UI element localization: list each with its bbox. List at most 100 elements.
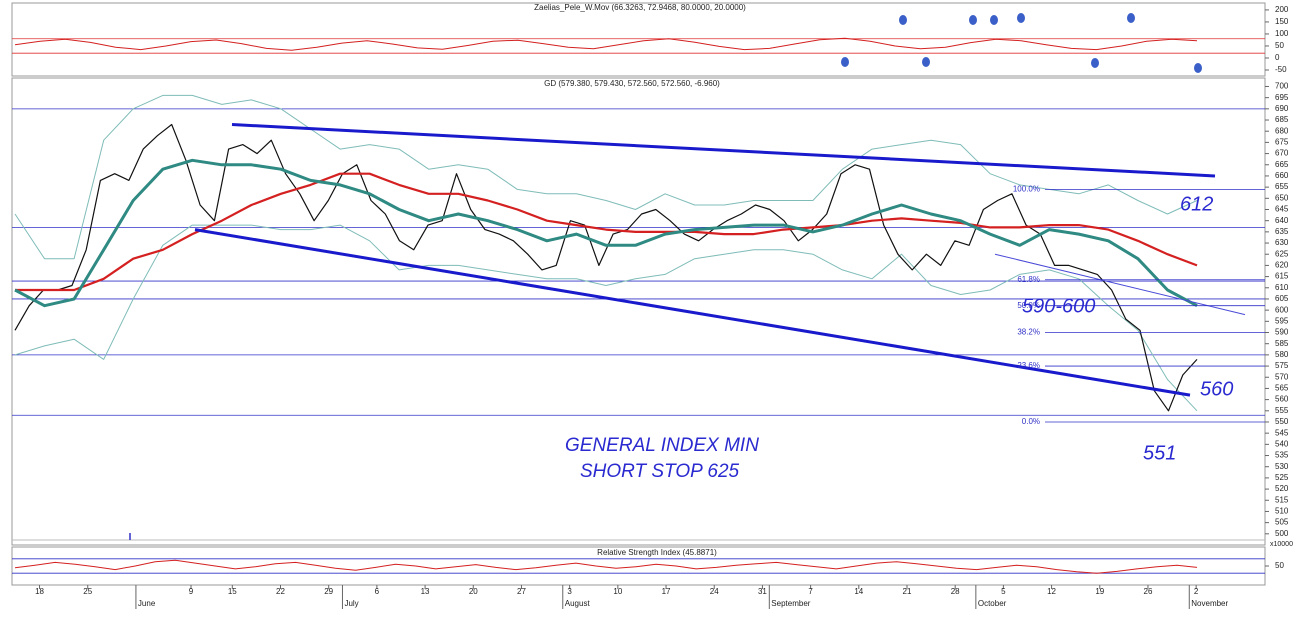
x-tick-label: 12	[1047, 587, 1056, 596]
y-tick-label: 605	[1275, 294, 1289, 303]
x-tick-label: 25	[83, 587, 92, 596]
month-label: June	[138, 599, 156, 608]
y-tick-label: 550	[1275, 417, 1289, 426]
y-tick-label: 660	[1275, 171, 1289, 180]
y-tick-label: 695	[1275, 93, 1289, 102]
annotation: GENERAL INDEX MIN	[565, 435, 759, 456]
y-tick-label: 680	[1275, 126, 1289, 135]
y-tick-label: 200	[1275, 5, 1289, 14]
fib-label: 38.2%	[1017, 328, 1040, 337]
y-tick-label: 520	[1275, 484, 1289, 493]
y-tick-label: 560	[1275, 395, 1289, 404]
y-tick-label: 600	[1275, 305, 1289, 314]
icon	[1091, 58, 1099, 68]
icon	[969, 15, 977, 25]
rsi-title: Relative Strength Index (45.8871)	[597, 548, 717, 557]
y-tick-label: 665	[1275, 160, 1289, 169]
fib-label: 0.0%	[1022, 417, 1040, 426]
y-tick-label: 575	[1275, 361, 1289, 370]
rsi-title-bg	[575, 548, 740, 558]
x-tick-label: 15	[228, 587, 237, 596]
y-tick-label: 565	[1275, 384, 1289, 393]
series-line	[14, 559, 1198, 574]
month-label: September	[771, 599, 810, 608]
price-panel	[11, 77, 1266, 546]
x-tick-label: 19	[1095, 587, 1104, 596]
oscillator-title: Zaelias_Pele_W.Mov (66.3263, 72.9468, 80…	[534, 3, 746, 12]
month-label: July	[344, 599, 358, 608]
y-tick-label: 650	[1275, 193, 1289, 202]
x-tick-label: 17	[662, 587, 671, 596]
annotation: SHORT STOP 625	[580, 461, 740, 482]
price-title: GD (579.380, 579.430, 572.560, 572.560, …	[544, 79, 720, 88]
trend-line	[194, 228, 1191, 397]
x-tick-label: 20	[469, 587, 478, 596]
y-tick-label: 595	[1275, 316, 1289, 325]
y-tick-label: 570	[1275, 372, 1289, 381]
y-tick-label: 670	[1275, 149, 1289, 158]
x-tick-label: 7	[808, 587, 813, 596]
annotation: 590-600	[1022, 295, 1095, 317]
x-tick-label: 10	[613, 587, 622, 596]
y-tick-label: 555	[1275, 406, 1289, 415]
icon	[922, 57, 930, 67]
y-tick-label: 100	[1275, 29, 1289, 38]
x-tick-label: 27	[517, 587, 526, 596]
month-label: October	[978, 599, 1007, 608]
y-tick-label: 545	[1275, 428, 1289, 437]
trend-line	[994, 253, 1246, 316]
fib-label: 50.0%	[1017, 301, 1040, 310]
volume-label: x10000	[1270, 541, 1293, 548]
x-tick-label: 21	[903, 587, 912, 596]
y-tick-label: 50	[1275, 561, 1284, 570]
y-tick-label: 540	[1275, 439, 1289, 448]
y-tick-label: 580	[1275, 350, 1289, 359]
x-tick-label: 28	[951, 587, 960, 596]
fib-label: 100.0%	[1013, 184, 1040, 193]
y-tick-label: 630	[1275, 238, 1289, 247]
y-tick-label: 500	[1275, 529, 1289, 538]
month-label: August	[565, 599, 591, 608]
y-tick-label: 590	[1275, 328, 1289, 337]
y-tick-label: 625	[1275, 249, 1289, 258]
x-tick-label: 13	[421, 587, 430, 596]
y-tick-label: 505	[1275, 518, 1289, 527]
month-label: November	[1191, 599, 1228, 608]
x-tick-label: 22	[276, 587, 285, 596]
icon	[1127, 13, 1135, 23]
x-tick-label: 24	[710, 587, 719, 596]
y-tick-label: 535	[1275, 451, 1289, 460]
y-tick-label: 585	[1275, 339, 1289, 348]
y-tick-label: 150	[1275, 17, 1289, 26]
y-tick-label: 675	[1275, 138, 1289, 147]
trend-line	[231, 122, 1216, 178]
y-tick-label: 655	[1275, 182, 1289, 191]
y-tick-label: 50	[1275, 41, 1284, 50]
icon	[841, 57, 849, 67]
y-tick-label: 0	[1275, 53, 1280, 62]
y-tick-label: 510	[1275, 507, 1289, 516]
series-line	[14, 37, 1198, 51]
x-tick-label: 6	[375, 587, 380, 596]
x-tick-label: 18	[35, 587, 44, 596]
y-tick-label: 615	[1275, 272, 1289, 281]
y-tick-label: -50	[1275, 65, 1287, 74]
series-line	[14, 123, 1198, 412]
fib-label: 61.8%	[1017, 275, 1040, 284]
x-tick-label: 5	[1001, 587, 1006, 596]
y-tick-label: 530	[1275, 462, 1289, 471]
x-tick-label: 9	[189, 587, 194, 596]
icon	[990, 15, 998, 25]
y-tick-label: 515	[1275, 495, 1289, 504]
icons	[841, 13, 1202, 73]
y-tick-label: 685	[1275, 115, 1289, 124]
y-tick-label: 690	[1275, 104, 1289, 113]
annotation: 612	[1180, 193, 1213, 215]
icon	[1017, 13, 1025, 23]
y-tick-label: 645	[1275, 205, 1289, 214]
fib-label: 23.6%	[1017, 361, 1040, 370]
y-tick-label: 525	[1275, 473, 1289, 482]
